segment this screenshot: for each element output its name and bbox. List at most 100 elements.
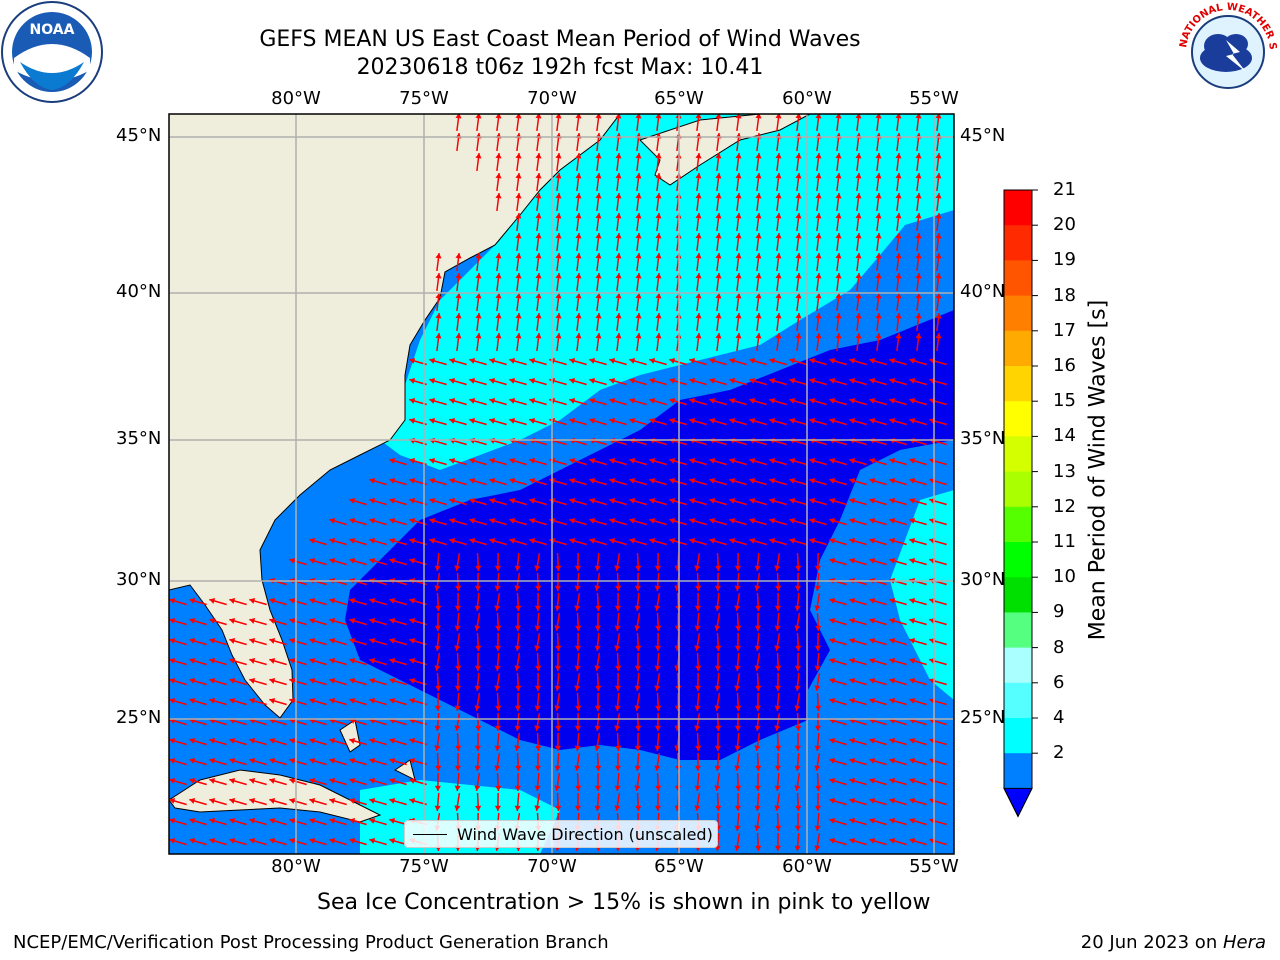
wave-direction-arrowhead xyxy=(734,605,741,611)
wave-direction-arrowhead xyxy=(669,517,676,524)
wave-direction-arrowhead xyxy=(649,477,656,484)
wave-direction-arrowhead xyxy=(534,805,541,811)
wave-direction-arrowhead xyxy=(229,657,236,664)
wave-direction-arrowhead xyxy=(749,477,756,484)
wave-direction-arrowhead xyxy=(775,213,782,219)
wave-direction-arrowhead xyxy=(574,685,581,691)
wave-direction-arrowhead xyxy=(835,253,842,259)
wave-direction-arrowhead xyxy=(555,213,562,219)
wave-direction-arrowhead xyxy=(435,313,442,319)
wave-direction-arrowhead xyxy=(715,725,722,731)
wave-direction-arrowhead xyxy=(715,273,722,279)
longitude-label-bottom: 65°W xyxy=(654,856,704,877)
wave-direction-arrowhead xyxy=(829,777,836,784)
wave-direction-arrowhead xyxy=(795,153,802,159)
colorbar-swatch xyxy=(1004,260,1032,297)
wave-direction-arrowhead xyxy=(369,477,376,484)
wave-direction-arrowhead xyxy=(309,697,316,704)
wave-direction-arrowhead xyxy=(594,565,601,571)
wave-direction-arrowhead xyxy=(789,457,796,464)
wave-direction-arrowhead xyxy=(495,785,502,791)
wave-direction-arrowhead xyxy=(875,293,882,299)
wave-direction-arrowhead xyxy=(309,557,316,564)
graticule xyxy=(169,114,954,854)
wave-direction-arrowhead xyxy=(474,745,482,751)
wave-direction-arrowhead xyxy=(909,797,916,804)
wave-direction-arrowhead xyxy=(794,705,801,711)
wave-direction-arrowhead xyxy=(794,605,801,611)
wave-direction-arrowhead xyxy=(569,357,576,364)
wave-direction-arrowhead xyxy=(715,114,722,119)
wave-direction-arrowhead xyxy=(535,745,542,751)
wave-direction-arrowhead xyxy=(734,565,742,571)
wave-direction-arrowhead xyxy=(309,537,316,544)
wave-direction-arrowhead xyxy=(269,817,276,824)
wave-direction-arrowhead xyxy=(529,537,536,544)
wave-direction-arrowhead xyxy=(695,313,702,319)
wave-direction-arrowhead xyxy=(389,537,396,544)
wave-direction-arrowhead xyxy=(909,637,916,644)
wave-direction-arrowhead xyxy=(655,625,662,631)
wave-direction-arrowhead xyxy=(489,377,496,384)
wave-direction-arrowhead xyxy=(329,597,336,604)
colorbar-tick-label: 2 xyxy=(1053,742,1065,764)
wave-direction-arrowhead xyxy=(495,705,502,711)
wave-direction-arrowhead xyxy=(649,397,656,404)
wave-direction-arrowhead xyxy=(655,253,662,259)
wave-direction-arrowhead xyxy=(449,377,456,384)
wave-direction-arrowhead xyxy=(509,517,516,524)
latitude-label-left: 35°N xyxy=(116,428,162,449)
longitude-label-bottom: 75°W xyxy=(399,856,449,877)
wave-direction-arrowhead xyxy=(869,597,876,604)
wave-direction-arrowhead xyxy=(489,477,496,484)
wave-direction-arrowhead xyxy=(209,797,216,804)
wave-direction-arrowhead xyxy=(814,825,821,831)
wave-direction-arrowhead xyxy=(575,785,582,791)
wave-direction-arrowhead xyxy=(875,313,882,319)
wave-direction-arrowhead xyxy=(615,173,622,179)
wave-direction-arrowhead xyxy=(814,765,821,771)
wave-direction-arrowhead xyxy=(389,737,396,744)
wave-direction-arrowhead xyxy=(655,233,662,239)
wave-direction-arrowhead xyxy=(654,645,662,651)
wave-direction-arrowhead xyxy=(795,233,802,239)
wave-direction-arrowhead xyxy=(655,173,662,179)
wave-direction-arrowhead xyxy=(835,233,842,239)
wave-direction-arrowhead xyxy=(429,517,436,524)
wave-direction-arrowhead xyxy=(635,273,642,279)
wave-direction-arrowhead xyxy=(669,397,676,404)
wave-direction-arrowhead xyxy=(594,665,601,671)
wave-direction-arrowhead xyxy=(875,114,882,119)
wave-direction-arrowhead xyxy=(409,417,416,424)
wave-direction-arrowhead xyxy=(435,273,442,279)
wave-direction-arrowhead xyxy=(794,585,802,591)
wave-direction-arrowhead xyxy=(429,377,436,384)
wave-direction-arrowhead xyxy=(715,805,722,811)
wave-direction-arrowhead xyxy=(249,657,256,664)
wave-direction-arrowhead xyxy=(669,457,676,464)
wave-direction-arrowhead xyxy=(695,173,702,179)
wave-direction-arrowhead xyxy=(435,685,442,691)
wave-direction-arrowhead xyxy=(715,153,722,159)
colorbar-swatch xyxy=(1004,471,1032,508)
wave-direction-arrowhead xyxy=(595,685,602,691)
wave-direction-arrowhead xyxy=(869,617,876,624)
colorbar-tick-label: 10 xyxy=(1053,566,1076,588)
colorbar-tick-label: 11 xyxy=(1053,531,1076,552)
wave-direction-arrowhead xyxy=(449,477,456,484)
wave-direction-arrowhead xyxy=(895,173,902,179)
wave-direction-arrowhead xyxy=(909,597,916,604)
colorbar-swatch xyxy=(1004,718,1032,754)
wave-direction-arrowhead xyxy=(575,193,582,199)
wave-direction-arrowhead xyxy=(655,193,662,199)
wave-direction-arrowhead xyxy=(909,477,916,484)
wave-direction-arrowhead xyxy=(249,757,256,764)
wave-direction-arrowhead xyxy=(209,777,216,784)
wave-direction-arrowhead xyxy=(689,537,696,544)
wave-direction-arrowhead xyxy=(849,377,856,384)
wave-direction-arrowhead xyxy=(575,625,582,631)
wave-direction-arrowhead xyxy=(509,477,516,484)
wave-direction-arrowhead xyxy=(209,637,216,644)
wave-direction-arrowhead xyxy=(835,114,842,119)
wave-direction-arrowhead xyxy=(594,745,601,751)
